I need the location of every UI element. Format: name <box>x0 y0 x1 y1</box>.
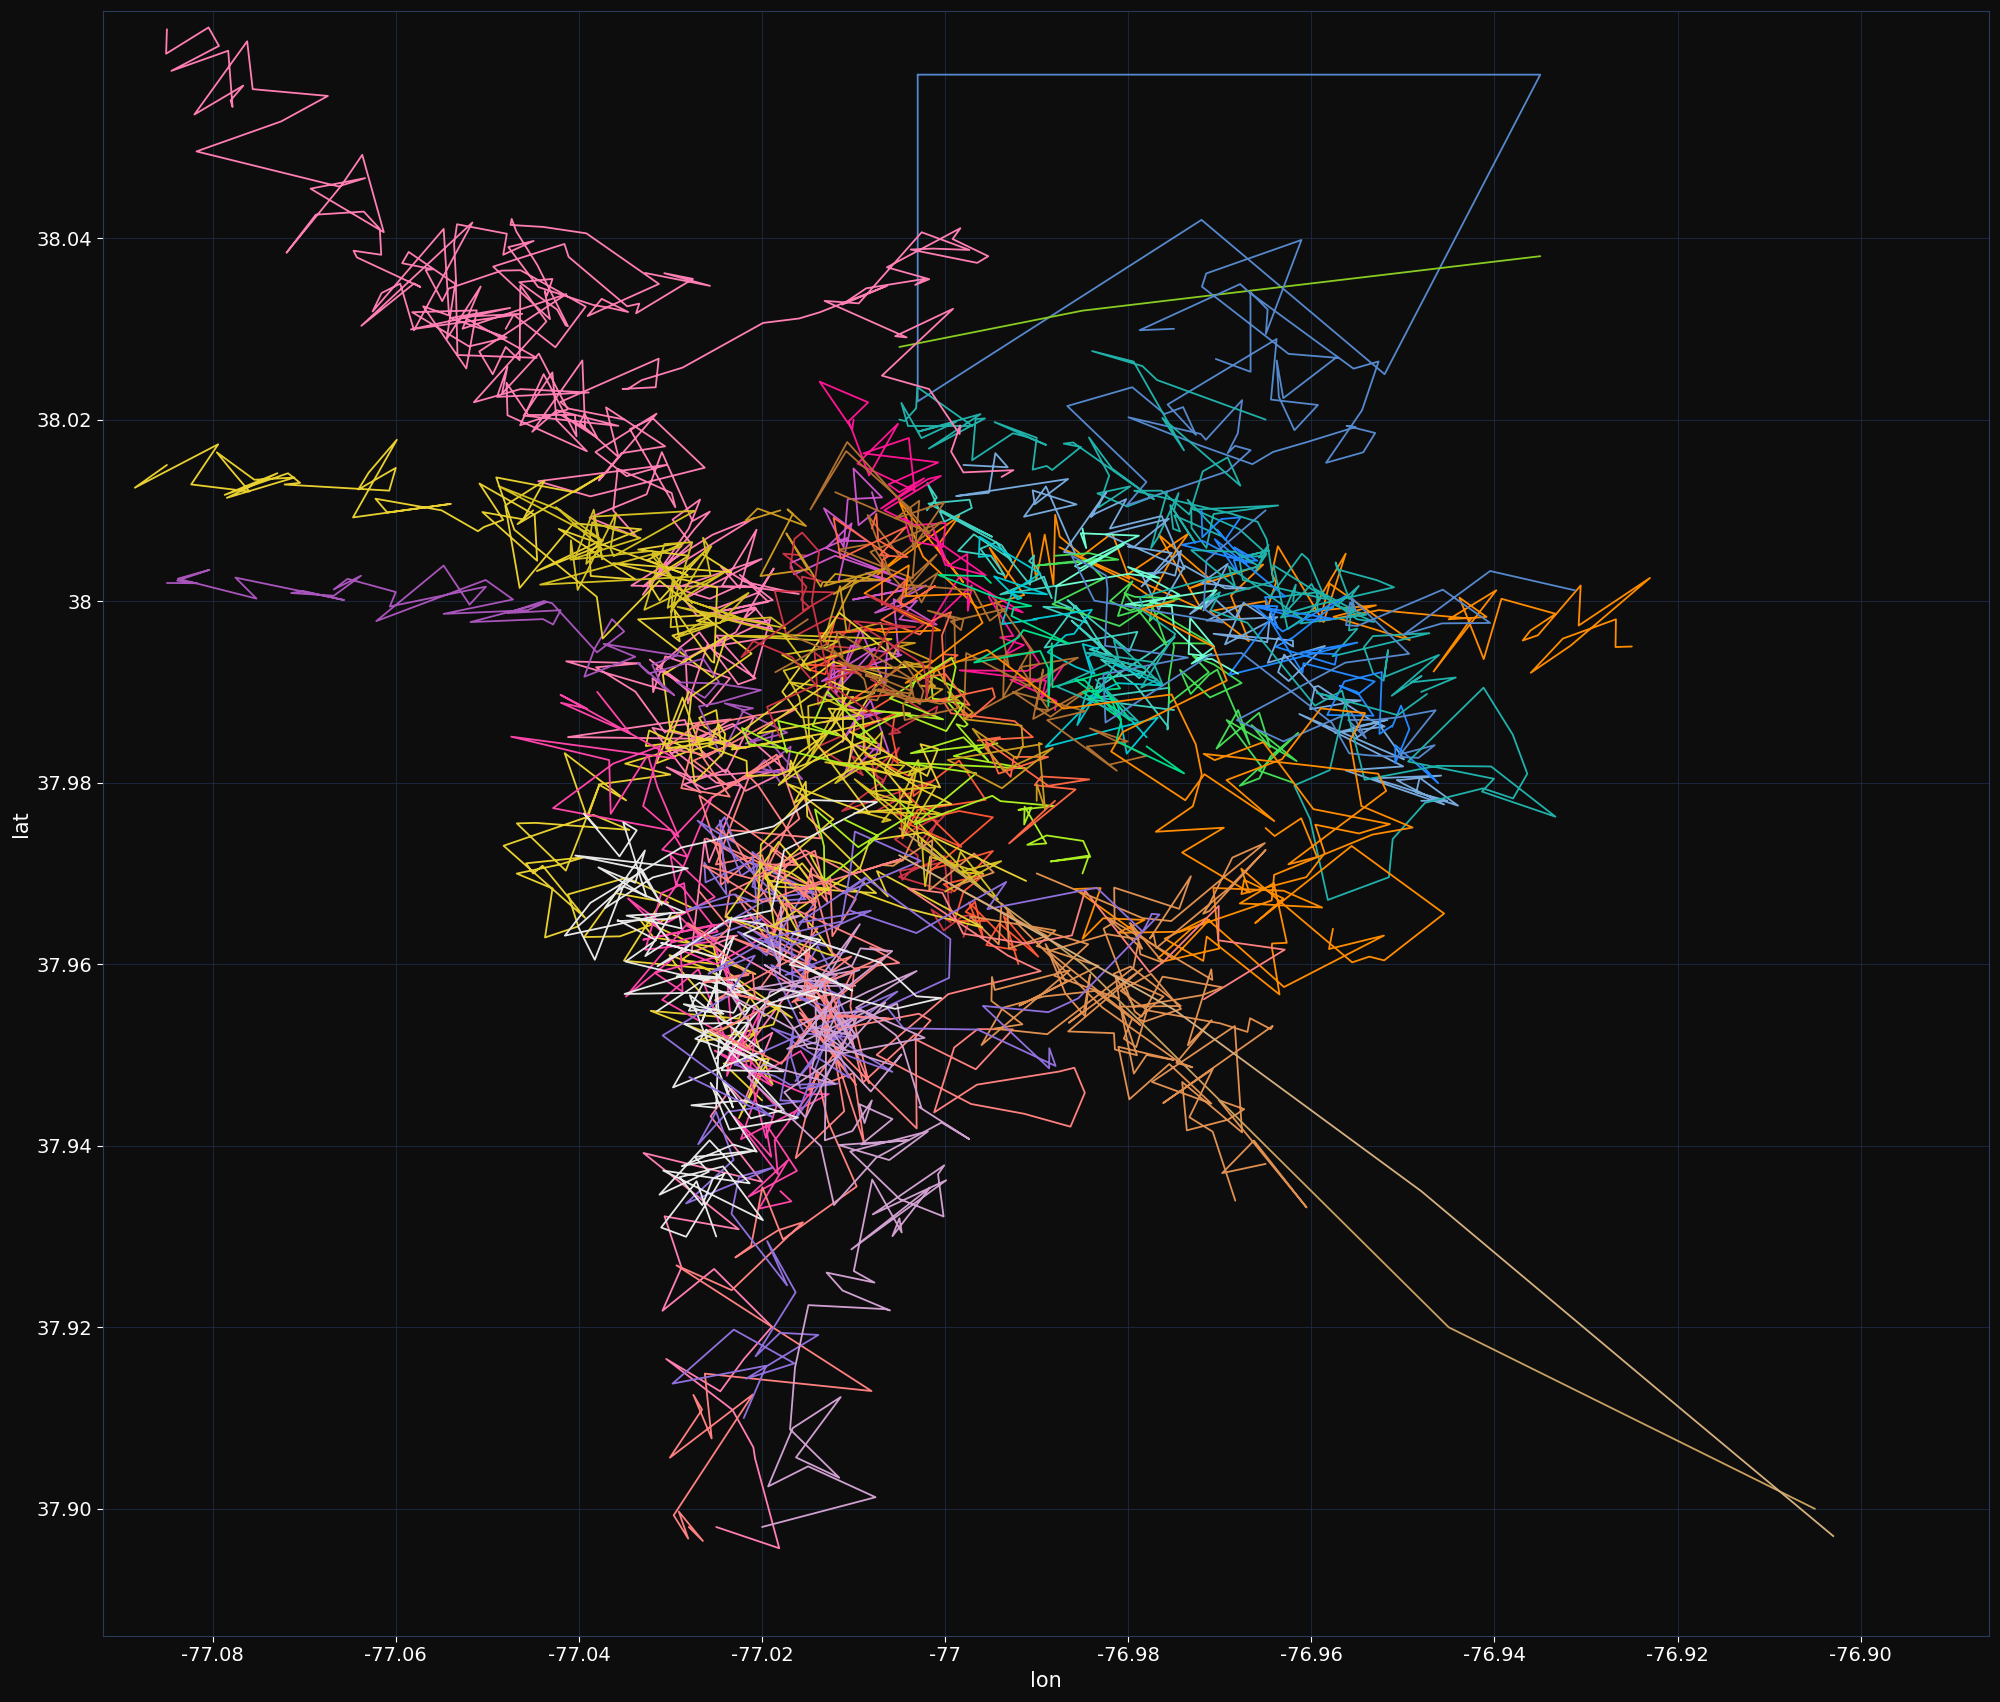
X-axis label: lon: lon <box>1030 1671 1062 1690</box>
Y-axis label: lat: lat <box>12 810 32 837</box>
